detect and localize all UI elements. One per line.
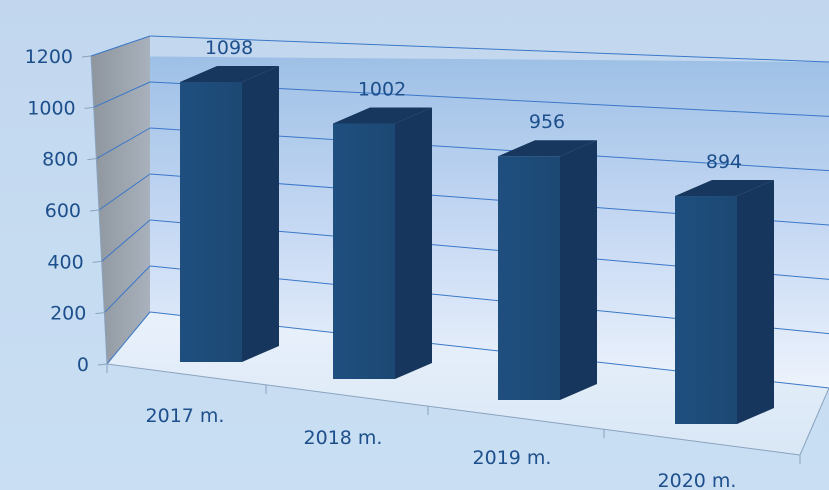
- y-tick-label: 0: [77, 354, 89, 376]
- bar-top: [180, 66, 279, 82]
- right-floor-edge: [799, 387, 829, 456]
- y-tick-mark: [89, 209, 100, 212]
- bar-side: [560, 140, 597, 400]
- y-tick-label: 1000: [27, 97, 75, 119]
- y-tick-label: 200: [50, 303, 86, 325]
- data-label: 894: [706, 151, 742, 173]
- data-labels: 1098 1002 956 894: [205, 37, 742, 173]
- gridline-side: [106, 311, 151, 365]
- bar-front: [498, 156, 560, 400]
- gridline-side: [101, 219, 151, 262]
- side-wall: [91, 36, 150, 364]
- x-tick-label: 2019 m.: [473, 447, 552, 469]
- bar-front: [675, 196, 737, 424]
- x-tick-label: 2018 m.: [304, 427, 383, 449]
- bar-2019: [498, 140, 597, 400]
- y-axis-ticks: 0 200 400 600 800 1000 1200: [25, 46, 108, 376]
- floor: [107, 312, 829, 455]
- y-tick-label: 800: [42, 149, 78, 171]
- y-tick-mark: [87, 158, 97, 161]
- y-tick-mark: [95, 312, 105, 315]
- bar-2018: [333, 107, 432, 380]
- y-tick-label: 600: [45, 200, 81, 222]
- x-axis-ticks: [106, 364, 801, 464]
- y-tick-label: 400: [47, 251, 83, 273]
- x-tick-label: 2020 m.: [658, 470, 737, 490]
- data-label: 1098: [205, 37, 253, 59]
- bar-top: [498, 140, 597, 157]
- y-tick-mark: [84, 106, 94, 109]
- bar-side: [737, 180, 774, 424]
- bar-front: [333, 123, 395, 380]
- bar-side: [395, 107, 432, 380]
- bar-top: [333, 107, 432, 124]
- category-labels: 2017 m. 2018 m. 2019 m. 2020 m.: [146, 405, 737, 490]
- y-tick-mark: [92, 260, 102, 263]
- x-tick-label: 2017 m.: [146, 405, 225, 427]
- bar-front: [180, 82, 242, 362]
- gridline-side: [90, 35, 151, 57]
- gridline: [149, 35, 829, 63]
- gridline-side: [103, 265, 151, 314]
- gridline-side: [93, 81, 151, 108]
- bar-top: [675, 180, 774, 197]
- y-tick-label: 1200: [25, 46, 73, 68]
- y-tick-mark: [97, 363, 108, 366]
- data-label: 956: [529, 111, 565, 133]
- data-label: 1002: [358, 78, 406, 100]
- bars: [180, 66, 774, 424]
- bar-2020: [675, 180, 774, 424]
- x-axis-line: [106, 363, 801, 456]
- y-tick-mark: [81, 55, 92, 58]
- gridline-side: [98, 173, 151, 211]
- gridline-side: [96, 127, 151, 160]
- bar-side: [242, 66, 279, 362]
- bar-2017: [180, 66, 279, 362]
